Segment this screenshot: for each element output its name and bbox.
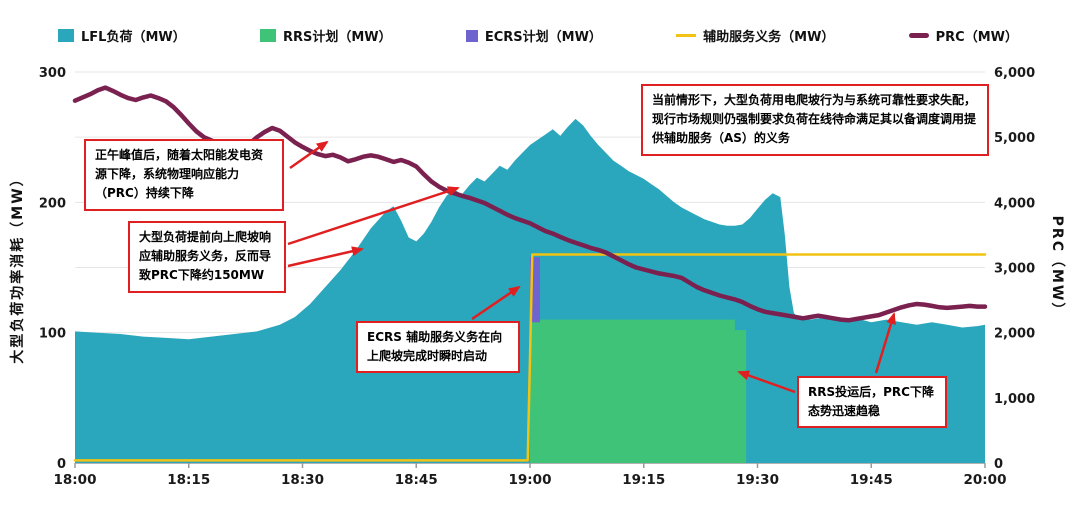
legend-item-prc[interactable]: PRC（MW） [908,26,1018,45]
y-right-tick-label: 3,000 [994,262,1035,277]
y-left-tick-label: 300 [39,66,66,81]
legend-item-ecrs-plan[interactable]: ECRS计划（MW） [465,26,602,45]
y-right-tick-label: 6,000 [994,66,1035,81]
as-obligation-swatch-icon [676,34,697,37]
annotation-arrow [737,370,796,394]
x-tick-label: 19:30 [736,472,779,488]
x-tick-label: 18:30 [281,472,324,488]
x-tick-label: 20:00 [964,472,1007,488]
as-obligation-line [73,253,987,462]
x-tick-label: 19:15 [622,472,665,488]
annotation-rrs-stabilize: RRS投运后，PRC下降态势迅速趋稳 [797,376,947,429]
rrs-plan-area [530,319,747,463]
x-tick-label: 18:45 [395,472,438,488]
annotation-arrow [289,140,329,170]
annotation-arrow [471,285,521,321]
legend-label-lfl-load: LFL负荷（MW） [81,30,186,45]
prc-swatch-icon [908,33,929,38]
ecrs-plan-swatch-icon [465,29,478,42]
annotation-ecrs-start: ECRS 辅助服务义务在向上爬坡完成时瞬时启动 [356,321,520,374]
x-tick-label: 18:00 [54,472,97,488]
y-left-tick-label: 200 [39,196,66,211]
legend-item-as-obligation[interactable]: 辅助服务义务（MW） [676,26,834,45]
x-tick-label: 18:15 [167,472,210,488]
annotation-arrow [874,312,896,374]
left-axis-title: 大型负荷功率消耗（MW） [10,170,26,364]
right-axis-title: PRC（MW） [1049,215,1065,319]
annotation-arrow [287,186,460,246]
y-right-tick-label: 2,000 [994,327,1035,342]
legend-label-as-obligation: 辅助服务义务（MW） [703,30,835,45]
y-right-tick-label: 1,000 [994,392,1035,407]
rrs-plan-swatch-icon [259,29,276,42]
y-right-tick-label: 0 [994,457,1003,472]
legend-label-rrs-plan: RRS计划（MW） [282,30,392,45]
annotation-arrow [287,246,364,268]
legend-label-prc: PRC（MW） [935,30,1018,45]
y-right-tick-label: 4,000 [994,196,1035,211]
legend-item-rrs-plan[interactable]: RRS计划（MW） [259,26,392,45]
x-tick-label: 19:00 [509,472,552,488]
legend: LFL负荷（MW） RRS计划（MW） ECRS计划（MW） 辅助服务义务（MW… [58,26,1018,45]
lfl-load-swatch-icon [58,29,74,42]
annotation-market-rule: 当前情形下，大型负荷用电爬坡行为与系统可靠性要求失配，现行市场规则仍强制要求负荷… [641,84,989,156]
legend-item-lfl-load[interactable]: LFL负荷（MW） [58,26,186,45]
y-left-tick-label: 0 [57,457,66,472]
y-right-tick-label: 5,000 [994,131,1035,146]
annotation-load-rampup: 大型负荷提前向上爬坡响应辅助服务义务，反而导致PRC下降约150MW [128,221,286,293]
y-left-tick-label: 100 [39,327,66,342]
x-tick-label: 19:45 [850,472,893,488]
legend-label-ecrs-plan: ECRS计划（MW） [484,30,602,45]
annotation-prc-decline: 正午峰值后，随着太阳能发电资源下降，系统物理响应能力（PRC）持续下降 [84,139,284,211]
